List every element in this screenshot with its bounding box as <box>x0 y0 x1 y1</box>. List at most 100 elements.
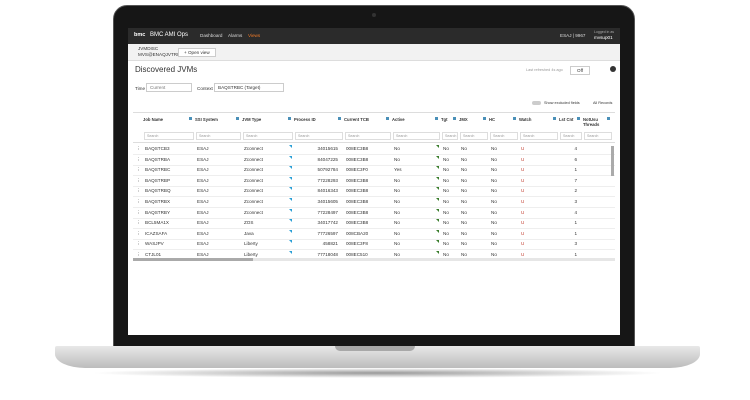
row-line <box>133 217 615 219</box>
user[interactable]: mvsup01 <box>594 35 613 40</box>
all-records[interactable]: All Records <box>593 101 613 105</box>
header-icon <box>453 117 456 120</box>
table-cell: 6 <box>574 156 577 162</box>
column-header[interactable]: SSI System <box>195 117 218 122</box>
column-header[interactable]: JMX <box>459 117 468 122</box>
table-cell: 84016343 <box>317 188 338 194</box>
table-cell: BCL5MA1X <box>145 220 170 226</box>
table: Job Name Search SSI System Search JVM Type Se… <box>133 112 615 261</box>
toggle[interactable] <box>532 101 541 105</box>
show-excluded: Show excluded fields <box>544 101 580 105</box>
table-cell: 008EC3F8 <box>346 241 368 247</box>
v-scrollbar[interactable] <box>611 146 614 176</box>
column-header[interactable]: NotUsu Threads <box>583 117 600 127</box>
search-box[interactable]: Search <box>196 132 241 140</box>
search-box[interactable]: Search <box>584 132 612 140</box>
table-cell: 77718048 <box>317 252 338 257</box>
table-cell: No <box>491 177 497 183</box>
cell-flag <box>289 166 292 170</box>
column-header[interactable]: Tgt <box>441 117 448 122</box>
row-menu[interactable]: ⋮ <box>136 220 141 226</box>
table-cell: Java <box>244 230 254 236</box>
nav-item[interactable]: Dashboard <box>200 33 223 38</box>
table-cell: No <box>491 156 497 162</box>
table-cell: ESAJ <box>197 146 209 151</box>
table-cell: BAQSTRBQ <box>145 188 171 194</box>
search-box[interactable]: Search <box>393 132 440 140</box>
search-box[interactable]: Search <box>442 132 458 140</box>
table-cell: 008EC3B8 <box>346 199 369 204</box>
row-menu[interactable]: ⋮ <box>136 209 141 215</box>
row-menu[interactable]: ⋮ <box>136 177 141 183</box>
tab[interactable]: JVMDISC <box>138 46 159 51</box>
table-cell: ESAJ <box>197 241 209 247</box>
column-header[interactable]: Watch <box>519 117 532 122</box>
row-menu[interactable]: ⋮ <box>136 146 141 151</box>
column-header[interactable]: Process ID <box>294 117 316 122</box>
column-header[interactable]: JVM Type <box>242 117 262 122</box>
cell-flag <box>436 166 439 170</box>
column-header[interactable]: Current TCB <box>344 117 369 122</box>
table-cell: U <box>521 199 525 204</box>
search-box[interactable]: Search <box>295 132 343 140</box>
search-box[interactable]: Search <box>520 132 558 140</box>
tab-sub: MVS@ENAQJVTR86 <box>138 52 183 57</box>
table-cell: No <box>394 241 400 247</box>
cell-flag <box>289 155 292 159</box>
table-cell: U <box>521 188 525 194</box>
base-shadow <box>90 368 665 378</box>
cell-flag <box>289 229 292 233</box>
table-cell: 008EC3B8 <box>346 146 369 151</box>
cell-flag <box>436 155 439 159</box>
scroll-thumb[interactable] <box>133 258 253 261</box>
table-cell: No <box>461 188 467 194</box>
column-header[interactable]: Job Name <box>143 117 164 122</box>
search-box[interactable]: Search <box>460 132 488 140</box>
search-box[interactable]: Search <box>243 132 293 140</box>
search-box[interactable]: Search <box>345 132 391 140</box>
row-menu[interactable]: ⋮ <box>136 156 141 162</box>
row-menu[interactable]: ⋮ <box>136 241 141 247</box>
cell-flag <box>289 219 292 223</box>
column-header[interactable]: Lst Cnt <box>559 117 574 122</box>
table-cell: 1 <box>574 230 577 236</box>
table-cell: No <box>443 188 449 194</box>
nav-item[interactable]: Alarms <box>228 33 243 38</box>
row-menu[interactable]: ⋮ <box>136 167 141 173</box>
tab-bar <box>128 44 620 61</box>
cell-flag <box>436 240 439 244</box>
row-menu[interactable]: ⋮ <box>136 230 141 236</box>
table-cell: BAQSTRBP <box>145 177 171 183</box>
h-scrollbar[interactable] <box>133 258 615 261</box>
table-cell: ZOS <box>244 220 254 226</box>
search-box[interactable]: Search <box>144 132 194 140</box>
row-menu[interactable]: ⋮ <box>136 252 141 257</box>
cell-flag <box>436 251 439 254</box>
system: ESAJ | 9967 <box>560 33 586 38</box>
row-line <box>133 249 615 251</box>
row-menu[interactable]: ⋮ <box>136 199 141 204</box>
nav-item[interactable]: Views <box>248 33 261 38</box>
row-line <box>133 238 615 240</box>
cell-flag <box>289 251 292 254</box>
open-view[interactable]: + Open view <box>178 48 216 57</box>
table-cell: 34015605 <box>317 199 338 204</box>
search-box[interactable]: Search <box>490 132 518 140</box>
table-cell: No <box>443 146 449 151</box>
time-select[interactable]: Current <box>146 83 192 92</box>
header-line <box>133 142 615 143</box>
table-cell: No <box>461 177 467 183</box>
help-icon[interactable] <box>610 66 616 72</box>
refresh-mode[interactable]: Off <box>570 66 591 75</box>
table-cell: 4 <box>574 209 577 215</box>
header-icon <box>386 117 389 120</box>
table-cell: No <box>394 199 400 204</box>
context-select[interactable]: BAQSTRBC (Target) <box>214 83 284 92</box>
table-cell: No <box>443 220 449 226</box>
search-box[interactable]: Search <box>560 132 582 140</box>
row-menu[interactable]: ⋮ <box>136 188 141 194</box>
column-header[interactable]: HC <box>489 117 496 122</box>
table-cell: Zconnect <box>244 167 263 173</box>
header-icon <box>236 117 239 120</box>
column-header[interactable]: Active <box>392 117 405 122</box>
